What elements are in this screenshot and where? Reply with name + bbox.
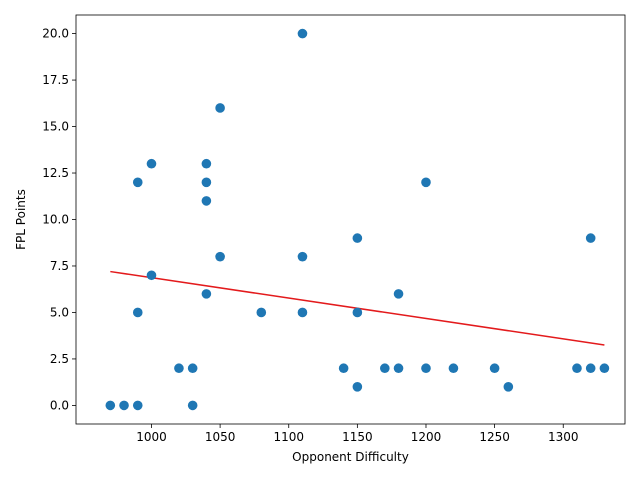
scatter-point [352,233,363,243]
scatter-point [297,251,308,262]
scatter-point [146,158,157,169]
x-axis-label: Opponent Difficulty [292,450,409,464]
scatter-point [338,363,349,374]
scatter-point [503,382,514,392]
scatter-point [146,270,157,281]
scatter-point [448,363,459,374]
scatter-point [297,28,308,39]
y-tick-label: 7.5 [50,259,69,273]
scatter-point [119,400,129,411]
scatter-point [132,307,143,318]
scatter-point [132,400,143,411]
scatter-point [201,177,212,188]
scatter-point [187,363,198,374]
x-tick-label: 1250 [479,430,510,444]
scatter-point [572,363,582,374]
y-tick-label: 15.0 [42,120,69,134]
scatter-point [599,363,610,374]
x-tick-label: 1050 [205,430,236,444]
scatter-point [297,307,308,318]
points-layer [105,28,610,411]
scatter-point [393,363,404,374]
scatter-point [201,158,212,169]
scatter-point [585,363,596,374]
y-tick-label: 20.0 [42,27,69,41]
scatter-point [105,400,116,411]
x-tick-label: 1150 [342,430,373,444]
scatter-point [256,307,267,318]
scatter-point [187,400,198,411]
x-tick-label: 1000 [136,430,167,444]
scatter-point [421,363,431,374]
scatter-point [489,363,500,374]
scatter-point [174,363,184,374]
x-tick-label: 1200 [411,430,442,444]
scatter-point [215,251,225,262]
scatter-point [421,177,431,188]
x-tick-label: 1100 [273,430,304,444]
scatter-point [393,289,404,299]
y-tick-label: 2.5 [50,352,69,366]
scatter-point [201,289,212,299]
scatter-point [352,382,363,392]
x-tick-label: 1300 [548,430,579,444]
x-axis-ticks: 1000 1050 1100 1150 1200 1250 1300 [136,424,579,444]
y-tick-label: 12.5 [42,166,69,180]
scatter-point [201,196,212,206]
y-axis-label: FPL Points [14,189,28,250]
y-tick-label: 0.0 [50,398,69,412]
scatter-point [215,103,225,113]
scatter-point [380,363,390,374]
y-tick-label: 5.0 [50,305,69,319]
y-tick-label: 17.5 [42,73,69,87]
y-axis-ticks: 0.0 2.5 5.0 7.5 10.0 12.5 15.0 17.5 20.0 [42,27,76,412]
scatter-point [352,307,363,318]
scatter-point [585,233,596,243]
y-tick-label: 10.0 [42,213,69,227]
scatter-point [132,177,143,188]
